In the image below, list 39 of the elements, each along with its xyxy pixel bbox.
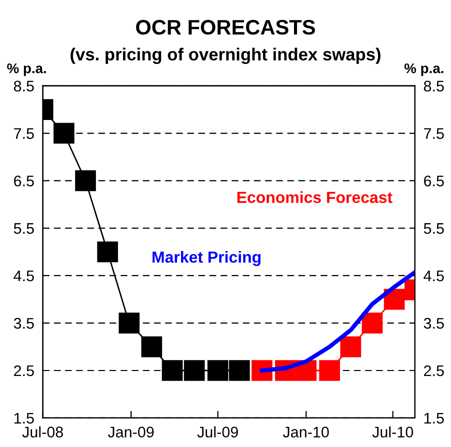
point — [362, 312, 383, 334]
point — [229, 360, 250, 381]
point — [207, 360, 228, 381]
y2-tick-label: 1.5 — [424, 412, 444, 424]
text: Economics Forecast — [237, 191, 392, 204]
y-axis-title: % p.a. — [7, 63, 46, 76]
x-tick-label: Jul-10 — [372, 426, 414, 438]
y-tick-label: 1.5 — [14, 412, 34, 424]
y-tick-label: 4.5 — [14, 270, 34, 282]
point — [319, 360, 340, 381]
x-tick-label: Jan-09 — [108, 426, 154, 438]
y-tick-label: 7.5 — [14, 128, 34, 139]
point — [184, 360, 205, 381]
x-tick-label: Jul-08 — [22, 426, 63, 438]
y2-axis-title: % p.a. — [404, 63, 444, 76]
y2-tick-label: 2.5 — [424, 365, 444, 376]
point — [54, 122, 74, 144]
chart-subtitle: (vs. pricing of overnight index swaps) — [70, 48, 380, 64]
y-tick-label: 2.5 — [14, 365, 34, 376]
y2-tick-label: 6.5 — [424, 176, 444, 186]
y2-tick-label: 4.5 — [424, 270, 444, 282]
y2-tick-label: 3.5 — [424, 318, 444, 329]
point — [118, 312, 140, 334]
x-tick-label: Jul-09 — [197, 426, 238, 438]
point — [75, 170, 96, 192]
point — [340, 336, 362, 358]
y-tick-label: 6.5 — [14, 176, 34, 186]
y2-tick-label: 7.5 — [424, 128, 444, 139]
x-tick-label: Jan-10 — [282, 426, 329, 438]
y2-tick-label: 8.5 — [424, 80, 444, 92]
y-tick-label: 5.5 — [14, 223, 34, 234]
point — [162, 360, 183, 381]
text: Market Pricing — [152, 251, 261, 266]
y-tick-label: 3.5 — [14, 318, 34, 329]
chart-title: OCR FORECASTS — [136, 20, 315, 35]
point — [141, 336, 162, 358]
y-tick-label: 8.5 — [14, 80, 34, 92]
y2-tick-label: 5.5 — [424, 223, 444, 234]
point — [97, 241, 118, 262]
